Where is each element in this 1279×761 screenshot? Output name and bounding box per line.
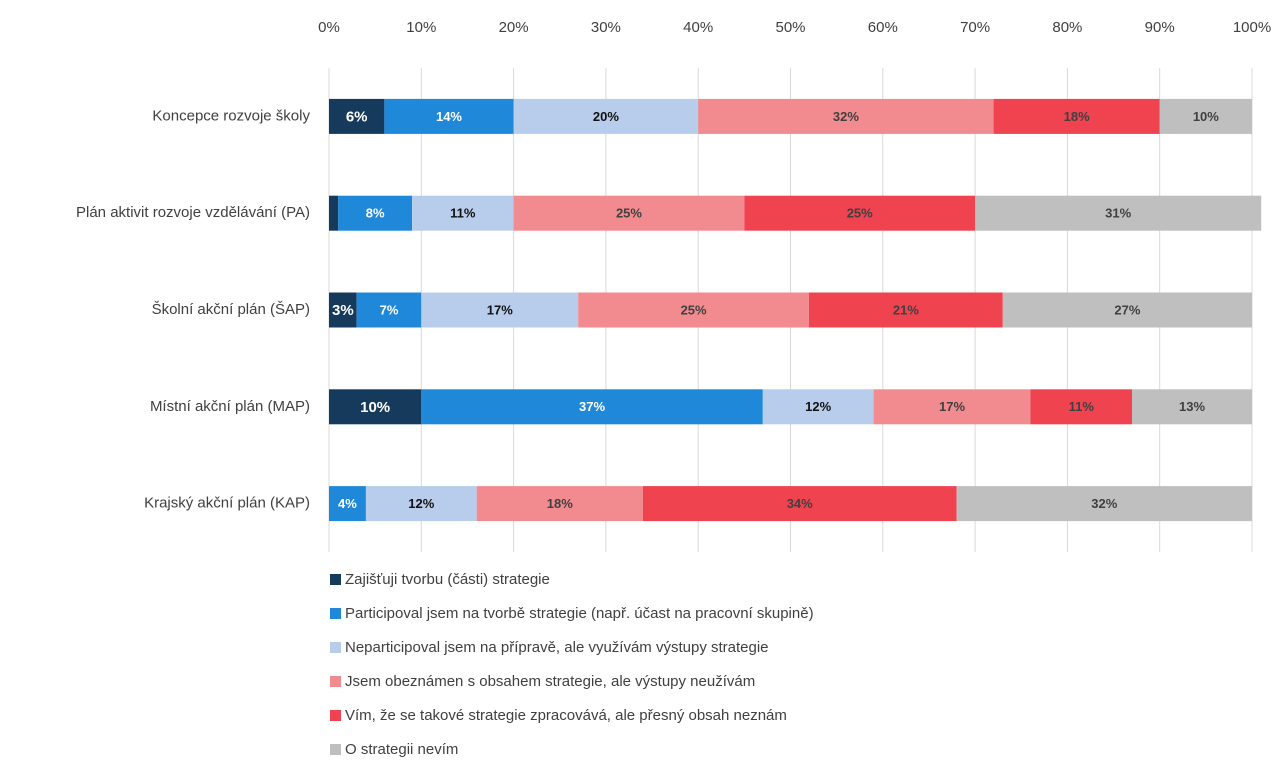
value-label: 18% <box>547 496 573 511</box>
value-label: 25% <box>616 206 642 221</box>
value-label: 18% <box>1064 109 1090 124</box>
bar-segment <box>329 195 339 231</box>
bar-segment <box>1002 292 1252 328</box>
bar-segment <box>329 486 366 522</box>
bar-segment <box>1030 389 1133 425</box>
value-label: 12% <box>408 496 434 511</box>
value-label: 32% <box>833 109 859 124</box>
value-label: 17% <box>939 399 965 414</box>
bar-segment <box>421 292 579 328</box>
legend-swatch <box>330 642 341 653</box>
value-label: 20% <box>593 109 619 124</box>
legend-swatch <box>330 744 341 755</box>
x-tick-label: 50% <box>775 19 805 36</box>
value-label: 14% <box>436 109 462 124</box>
legend-label: O strategii nevím <box>345 741 458 758</box>
y-tick-label: Plán aktivit rozvoje vzdělávání (PA) <box>76 204 310 221</box>
y-tick-label: Školní akční plán (ŠAP) <box>152 301 310 318</box>
value-label: 27% <box>1114 302 1140 317</box>
value-label: 8% <box>366 206 385 221</box>
value-label: 10% <box>360 399 390 416</box>
x-tick-label: 10% <box>406 19 436 36</box>
legend-swatch <box>330 710 341 721</box>
bar-segment <box>808 292 1003 328</box>
value-label: 10% <box>1193 109 1219 124</box>
legend-label: Jsem obeznámen s obsahem strategie, ale … <box>345 673 755 690</box>
x-tick-label: 40% <box>683 19 713 36</box>
legend-swatch <box>330 608 341 619</box>
bar-segment <box>762 389 874 425</box>
value-label: 25% <box>847 206 873 221</box>
legend-label: Vím, že se takové strategie zpracovává, … <box>345 707 787 724</box>
bar-segment <box>338 195 413 231</box>
y-tick-label: Krajský akční plán (KAP) <box>144 495 310 512</box>
value-label: 11% <box>1069 399 1095 414</box>
value-label: 11% <box>450 206 476 221</box>
bar-segment <box>329 98 385 134</box>
bar-segment <box>956 486 1252 522</box>
value-label: 17% <box>487 302 513 317</box>
value-label: 37% <box>579 399 605 414</box>
x-tick-label: 70% <box>960 19 990 36</box>
bar-segment <box>365 486 477 522</box>
x-tick-label: 0% <box>318 19 340 36</box>
value-label: 21% <box>893 302 919 317</box>
bar-segment <box>1132 389 1252 425</box>
value-label: 13% <box>1179 399 1205 414</box>
bar-segment <box>329 389 422 425</box>
value-label: 31% <box>1105 206 1131 221</box>
x-tick-label: 60% <box>868 19 898 36</box>
bar-segment <box>356 292 422 328</box>
bar-segment <box>744 195 976 231</box>
bar-segment <box>698 98 994 134</box>
bar-segment <box>329 292 357 328</box>
value-label: 6% <box>346 108 368 125</box>
value-label: 7% <box>380 302 399 317</box>
legend-label: Neparticipoval jsem na přípravě, ale vyu… <box>345 639 769 656</box>
value-label: 4% <box>338 496 357 511</box>
value-label: 12% <box>805 399 831 414</box>
bar-segment <box>975 195 1262 231</box>
bar-segment <box>993 98 1160 134</box>
bar-segment <box>642 486 957 522</box>
x-tick-label: 20% <box>499 19 529 36</box>
bar-segment <box>873 389 1031 425</box>
bar-segment <box>1159 98 1252 134</box>
bar-segment <box>513 98 699 134</box>
bar-segment <box>384 98 514 134</box>
legend-swatch <box>330 574 341 585</box>
legend-swatch <box>330 676 341 687</box>
legend-label: Participoval jsem na tvorbě strategie (n… <box>345 605 814 622</box>
x-tick-label: 80% <box>1052 19 1082 36</box>
x-tick-label: 100% <box>1233 19 1271 36</box>
y-tick-label: Koncepce rozvoje školy <box>152 107 310 124</box>
bar-segment <box>421 389 763 425</box>
x-tick-label: 30% <box>591 19 621 36</box>
x-tick-label: 90% <box>1145 19 1175 36</box>
value-label: 25% <box>681 302 707 317</box>
y-tick-label: Místní akční plán (MAP) <box>150 398 310 415</box>
value-label: 32% <box>1091 496 1117 511</box>
bar-segment <box>578 292 809 328</box>
bar-segment <box>513 195 745 231</box>
bar-segment <box>476 486 643 522</box>
value-label: 3% <box>332 302 354 319</box>
bar-segment <box>412 195 514 231</box>
value-label: 34% <box>787 496 813 511</box>
legend-label: Zajišťuji tvorbu (části) strategie <box>345 571 550 588</box>
